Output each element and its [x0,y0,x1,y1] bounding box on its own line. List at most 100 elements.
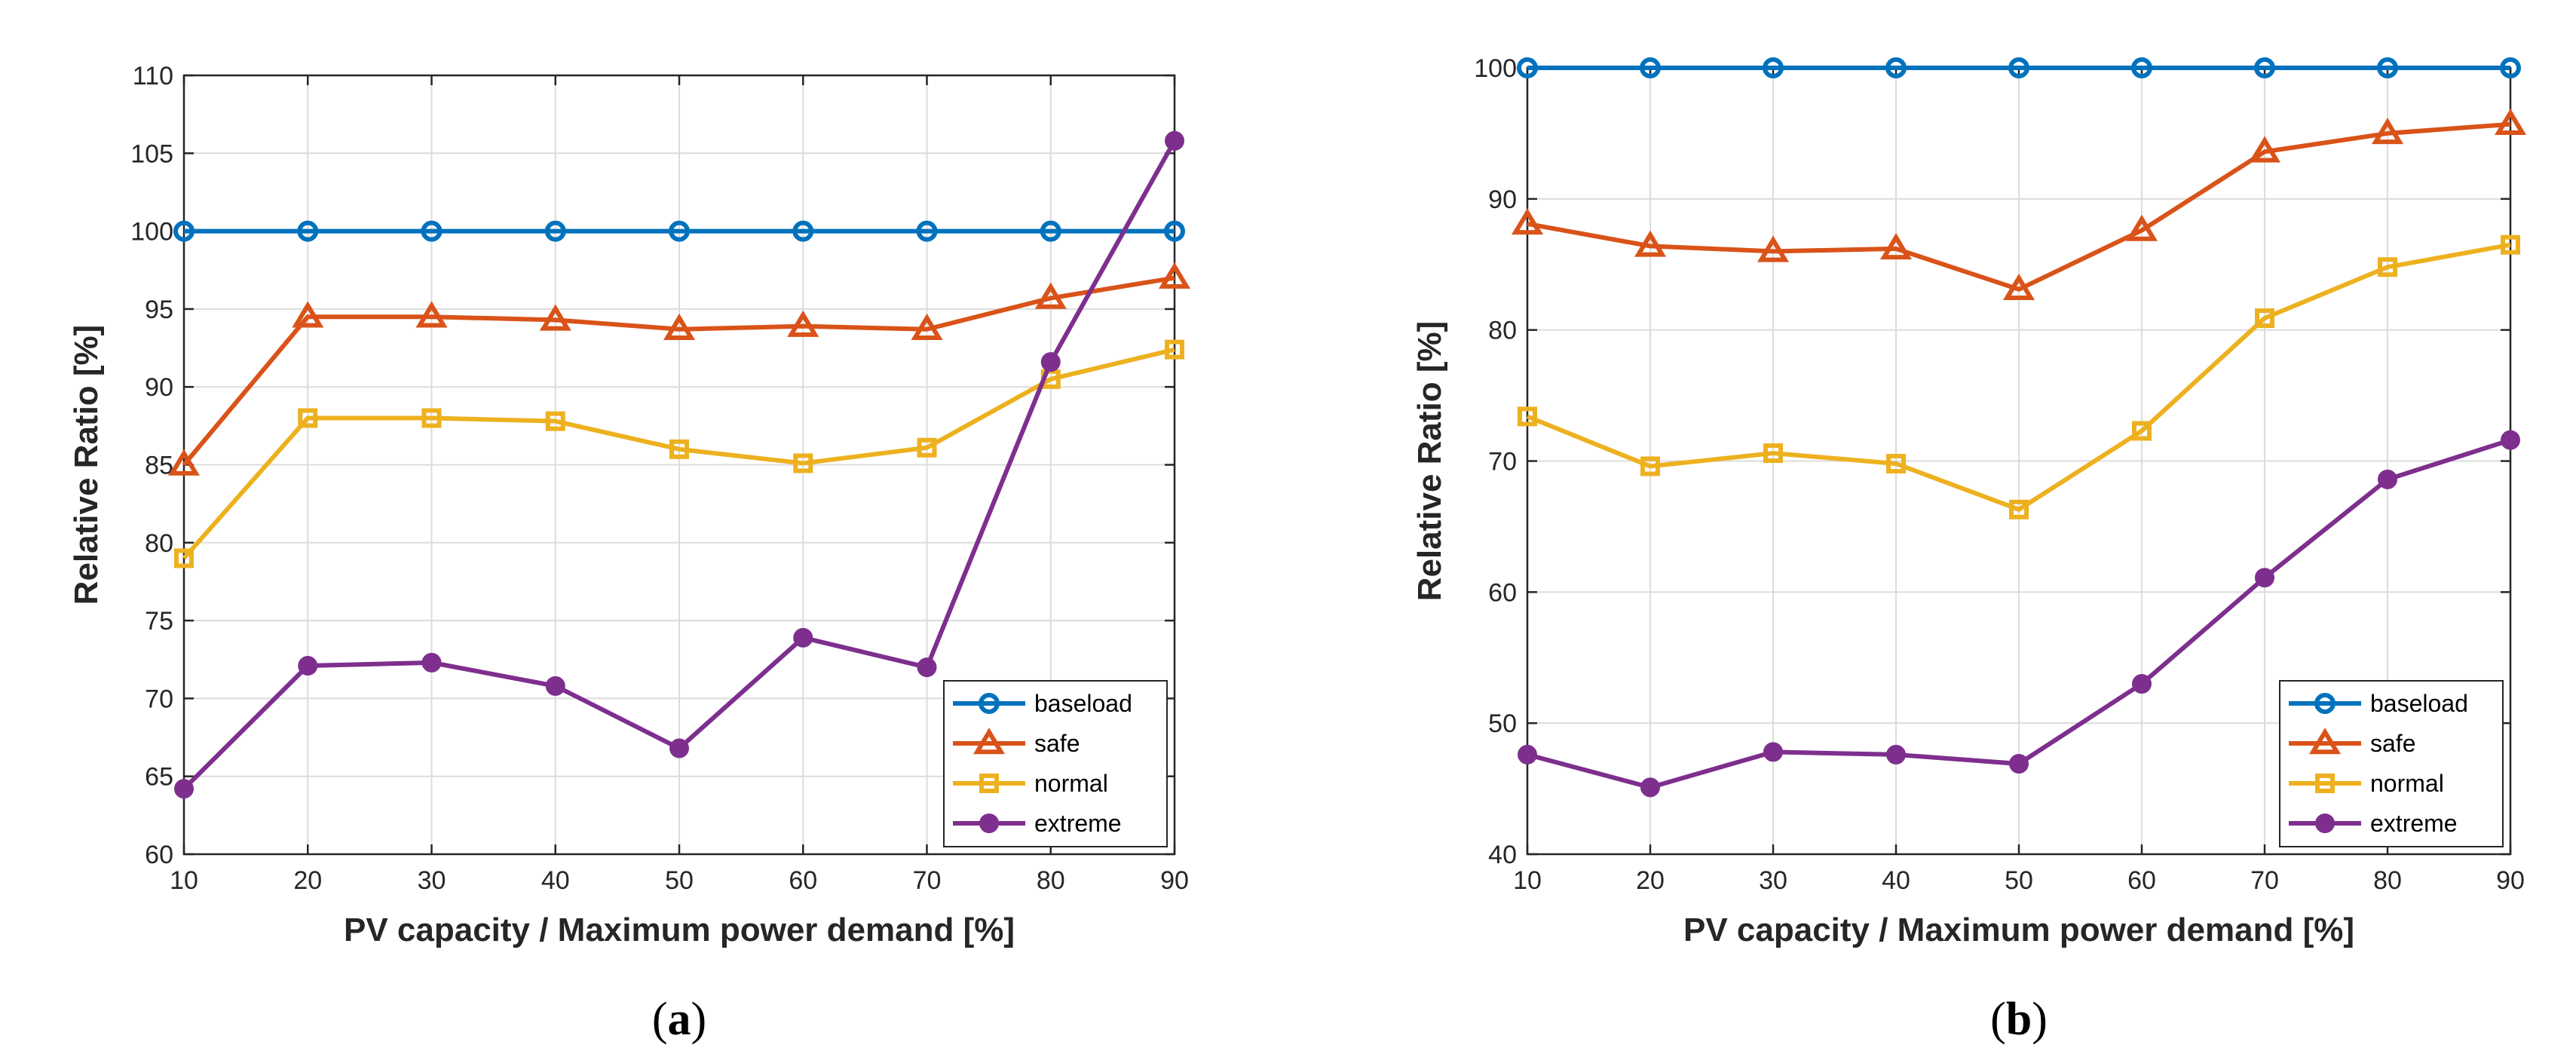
marker-normal-1 [298,408,318,428]
panel-a: 10 20 30 40 50 60 70 80 90 60 65 70 75 80 85 90 95 100 105… [68,62,1191,1045]
marker-safe-6 [2248,136,2281,163]
marker-normal-4 [2009,499,2029,519]
marker-safe-2 [1757,235,1790,262]
marker-safe-4 [663,313,696,341]
marker-normal-0 [1518,406,1537,427]
y-tick-label: 105 [130,139,173,168]
marker-baseload-3 [1885,57,1907,78]
x-tick-label: 10 [1513,866,1542,895]
marker-extreme-6 [2255,568,2274,588]
marker-legend-baseload-0 [2314,693,2336,714]
marker-extreme-6 [917,657,937,678]
marker-safe-3 [539,304,571,331]
marker-normal-2 [1763,443,1783,464]
x-tick-label: 20 [293,866,322,895]
panel-label-letter: a [668,994,691,1045]
marker-normal-5 [2132,421,2152,441]
marker-extreme-5 [2132,674,2152,694]
marker-baseload-2 [421,220,443,242]
marker-safe-8 [1158,262,1191,289]
marker-baseload-6 [916,220,938,242]
marker-legend-safe-0 [973,728,1006,755]
y-tick-label: 60 [1488,578,1517,607]
marker-baseload-4 [669,220,690,242]
x-tick-label: 60 [789,866,817,895]
panel-label-open-paren: ( [652,994,668,1045]
panel-label-close-paren: ) [2032,994,2048,1045]
x-tick-label: 60 [2127,866,2156,895]
x-tick-label: 70 [2250,866,2279,895]
marker-extreme-2 [1763,742,1783,762]
marker-safe-0 [1511,208,1544,235]
marker-legend-extreme-0 [2315,813,2335,833]
marker-normal-1 [1640,456,1660,476]
marker-extreme-4 [2009,754,2029,774]
marker-normal-4 [669,439,689,459]
marker-legend-safe-0 [2308,728,2342,755]
marker-safe-8 [2494,108,2527,135]
x-tick-label: 70 [913,866,942,895]
marker-safe-3 [1879,233,1913,260]
marker-safe-6 [911,313,943,341]
marker-extreme-4 [669,738,689,758]
x-tick-label: 50 [2005,866,2033,895]
y-tick-label: 95 [145,296,173,324]
series-line-normal [1526,242,2511,512]
y-tick-label: 75 [145,607,173,636]
marker-extreme-0 [1518,744,1537,764]
y-axis-label: Relative Ratio [%] [1411,321,1448,602]
y-tick-label: 90 [1488,185,1517,214]
y-axis-label: Relative Ratio [%] [68,325,105,605]
x-tick-label: 90 [2496,866,2525,895]
marker-baseload-3 [544,220,566,242]
y-tick-label: 40 [1488,841,1517,869]
legend-label-safe: safe [2370,730,2415,757]
marker-baseload-8 [1164,220,1185,242]
marker-extreme-3 [1886,744,1906,764]
marker-extreme-1 [298,656,318,676]
x-tick-label: 30 [1759,866,1787,895]
marker-safe-1 [292,301,324,328]
series-line-safe [1527,121,2511,292]
marker-safe-2 [415,301,448,328]
x-axis-label: PV capacity / Maximum power demand [%] [344,912,1015,948]
panel-label-open-paren: ( [1990,994,2006,1045]
marker-safe-0 [167,449,201,476]
marker-normal-0 [174,548,194,568]
x-tick-label: 20 [1636,866,1665,895]
marker-normal-3 [1886,453,1906,473]
legend-label-normal: normal [2370,770,2444,797]
panel-label: (a) [652,994,706,1045]
y-tick-label: 65 [145,763,173,792]
y-tick-label: 50 [1488,709,1517,738]
marker-extreme-2 [421,652,442,673]
x-tick-label: 10 [170,866,198,895]
x-tick-label: 50 [665,866,694,895]
x-tick-label: 80 [1037,866,1065,895]
marker-normal-6 [917,437,937,458]
legend-label-extreme: extreme [2370,810,2458,837]
marker-baseload-0 [1517,57,1538,78]
marker-baseload-2 [1763,57,1784,78]
marker-safe-7 [1034,282,1067,309]
marker-legend-normal-0 [2315,774,2335,793]
y-tick-label: 85 [145,452,173,480]
panel-label-letter: b [2006,994,2032,1045]
marker-baseload-5 [2131,57,2152,78]
marker-legend-normal-0 [979,774,999,793]
marker-normal-7 [2378,257,2397,277]
marker-safe-7 [2371,118,2404,145]
series-line-normal [182,347,1175,560]
marker-extreme-8 [1165,130,1184,151]
marker-baseload-8 [2500,57,2521,78]
marker-extreme-1 [1640,777,1660,798]
marker-baseload-1 [1640,57,1661,78]
panel-label: (b) [1990,994,2048,1045]
marker-baseload-5 [792,220,814,242]
x-tick-label: 40 [1882,866,1910,895]
panel-b: 10 20 30 40 50 60 70 80 90 40 50 60 70 80 90 100 PV capa… [1411,54,2527,1045]
marker-extreme-3 [545,676,565,696]
marker-baseload-0 [173,220,195,242]
marker-legend-extreme-0 [979,813,999,833]
